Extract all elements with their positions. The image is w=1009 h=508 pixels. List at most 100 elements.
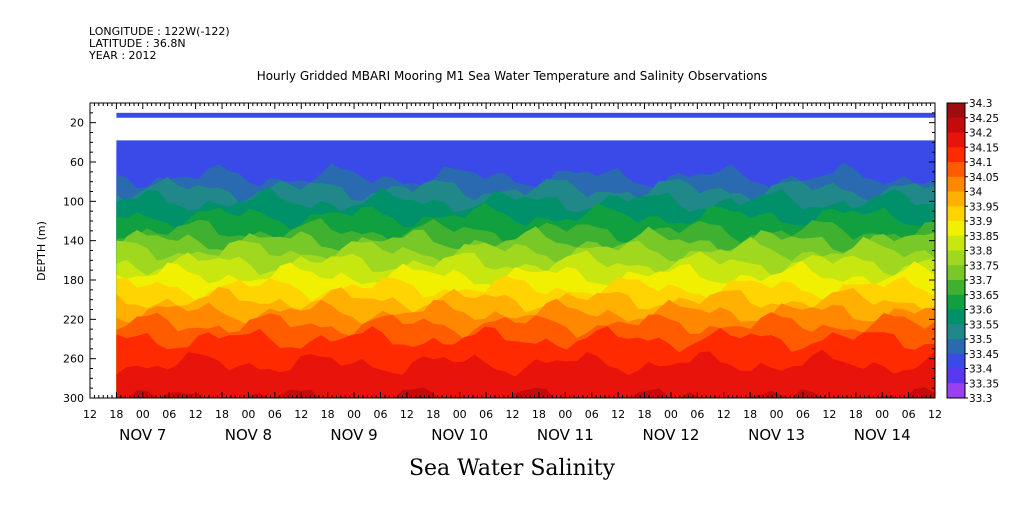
x-hour-label: 18 — [849, 408, 863, 421]
colorbar-swatch — [947, 103, 965, 119]
x-hour-label: 00 — [347, 408, 361, 421]
x-hour-label: 18 — [743, 408, 757, 421]
colorbar-label: 33.7 — [969, 275, 992, 287]
colorbar-swatch — [947, 221, 965, 237]
x-hour-label: 12 — [717, 408, 731, 421]
y-tick-label: 260 — [63, 353, 84, 366]
latitude-label: LATITUDE : 36.8N — [89, 37, 186, 50]
colorbar-label: 33.8 — [969, 246, 992, 258]
colorbar-swatch — [947, 162, 965, 178]
x-hour-label: 12 — [294, 408, 308, 421]
year-label: YEAR : 2012 — [88, 49, 157, 62]
colorbar-swatch — [947, 265, 965, 281]
colorbar-label: 33.85 — [969, 231, 999, 243]
colorbar-label: 34.05 — [969, 172, 999, 184]
colorbar-label: 33.95 — [969, 201, 999, 213]
colorbar-label: 34.15 — [969, 142, 999, 154]
x-hour-label: 00 — [770, 408, 784, 421]
x-hour-label: 00 — [453, 408, 467, 421]
y-tick-label: 20 — [70, 117, 84, 130]
x-hour-label: 18 — [109, 408, 123, 421]
colorbar-swatch — [947, 147, 965, 163]
salinity-band-34.25 — [127, 387, 935, 398]
x-axis-title: Sea Water Salinity — [409, 456, 616, 481]
x-date-label: NOV 7 — [119, 426, 166, 444]
y-axis: 20 60 100 140 180 220 260 300 — [63, 112, 935, 405]
y-tick-label: 300 — [63, 392, 84, 405]
x-date-label: NOV 8 — [225, 426, 272, 444]
x-hour-label: 00 — [558, 408, 572, 421]
y-tick-label: 60 — [70, 156, 84, 169]
x-hour-label: 18 — [321, 408, 335, 421]
x-axis: 12 18 00 06 12 18 00 06 12 18 00 06 12 18 00 06 12 18 00 06… — [83, 103, 942, 444]
x-hour-label: 06 — [479, 408, 493, 421]
y-tick-label: 140 — [63, 235, 84, 248]
colorbar-label: 33.5 — [969, 334, 992, 346]
x-date-label: NOV 13 — [748, 426, 805, 444]
colorbar-swatch — [947, 235, 965, 251]
x-hour-label: 06 — [796, 408, 810, 421]
y-axis-label: DEPTH (m) — [35, 221, 48, 281]
colorbar-label: 33.9 — [969, 216, 992, 228]
colorbar-swatch — [947, 368, 965, 384]
colorbar-swatch — [947, 176, 965, 192]
x-hour-label: 00 — [875, 408, 889, 421]
salinity-field — [116, 112, 935, 398]
y-tick-label: 180 — [63, 274, 84, 287]
x-hour-label: 12 — [822, 408, 836, 421]
colorbar-swatch — [947, 191, 965, 207]
colorbar-label: 34 — [969, 187, 983, 199]
colorbar-label: 33.55 — [969, 319, 999, 331]
x-date-label: NOV 14 — [854, 426, 911, 444]
colorbar-swatch — [947, 353, 965, 369]
x-hour-label: 12 — [83, 408, 97, 421]
colorbar-swatch — [947, 324, 965, 340]
x-hour-label: 12 — [611, 408, 625, 421]
colorbar-swatch — [947, 294, 965, 310]
x-hour-label: 18 — [215, 408, 229, 421]
colorbar-label: 34.3 — [969, 98, 992, 110]
salinity-band-34.2 — [116, 349, 935, 398]
x-date-label: NOV 12 — [642, 426, 699, 444]
colorbar: 34.3 34.25 34.2 34.15 34.1 34.05 34 33.95 33.9 33… — [946, 98, 999, 405]
x-hour-label: 06 — [373, 408, 387, 421]
colorbar-label: 33.35 — [969, 378, 999, 390]
y-tick-label: 100 — [63, 195, 84, 208]
colorbar-label: 34.2 — [969, 128, 992, 140]
colorbar-label: 33.65 — [969, 290, 999, 302]
x-hour-label: 12 — [928, 408, 942, 421]
x-hour-label: 06 — [902, 408, 916, 421]
surface-row — [116, 112, 935, 118]
x-hour-label: 12 — [189, 408, 203, 421]
colorbar-label: 34.25 — [969, 113, 999, 125]
chart-title: Hourly Gridded MBARI Mooring M1 Sea Wate… — [257, 69, 768, 83]
colorbar-label: 33.6 — [969, 305, 993, 317]
x-hour-label: 18 — [532, 408, 546, 421]
colorbar-label: 33.4 — [969, 364, 993, 376]
colorbar-swatch — [947, 309, 965, 325]
x-hour-label: 06 — [690, 408, 704, 421]
longitude-label: LONGITUDE : 122W(-122) — [89, 25, 230, 38]
x-hour-label: 18 — [638, 408, 652, 421]
x-hour-label: 00 — [664, 408, 678, 421]
x-hour-label: 06 — [162, 408, 176, 421]
x-hour-label: 12 — [506, 408, 520, 421]
x-hour-label: 00 — [241, 408, 255, 421]
colorbar-swatch — [947, 250, 965, 266]
colorbar-swatch — [947, 132, 965, 148]
x-date-label: NOV 11 — [537, 426, 594, 444]
x-date-label: NOV 10 — [431, 426, 488, 444]
colorbar-swatch — [947, 206, 965, 222]
colorbar-swatch — [947, 339, 965, 355]
colorbar-label: 33.3 — [969, 393, 992, 405]
x-date-label: NOV 9 — [330, 426, 377, 444]
colorbar-label: 33.75 — [969, 260, 999, 272]
colorbar-swatch — [947, 383, 965, 399]
x-hour-label: 18 — [426, 408, 440, 421]
colorbar-swatch — [947, 117, 965, 133]
colorbar-label: 34.1 — [969, 157, 992, 169]
x-hour-label: 06 — [268, 408, 282, 421]
x-hour-label: 06 — [585, 408, 599, 421]
colorbar-label: 33.45 — [969, 349, 999, 361]
